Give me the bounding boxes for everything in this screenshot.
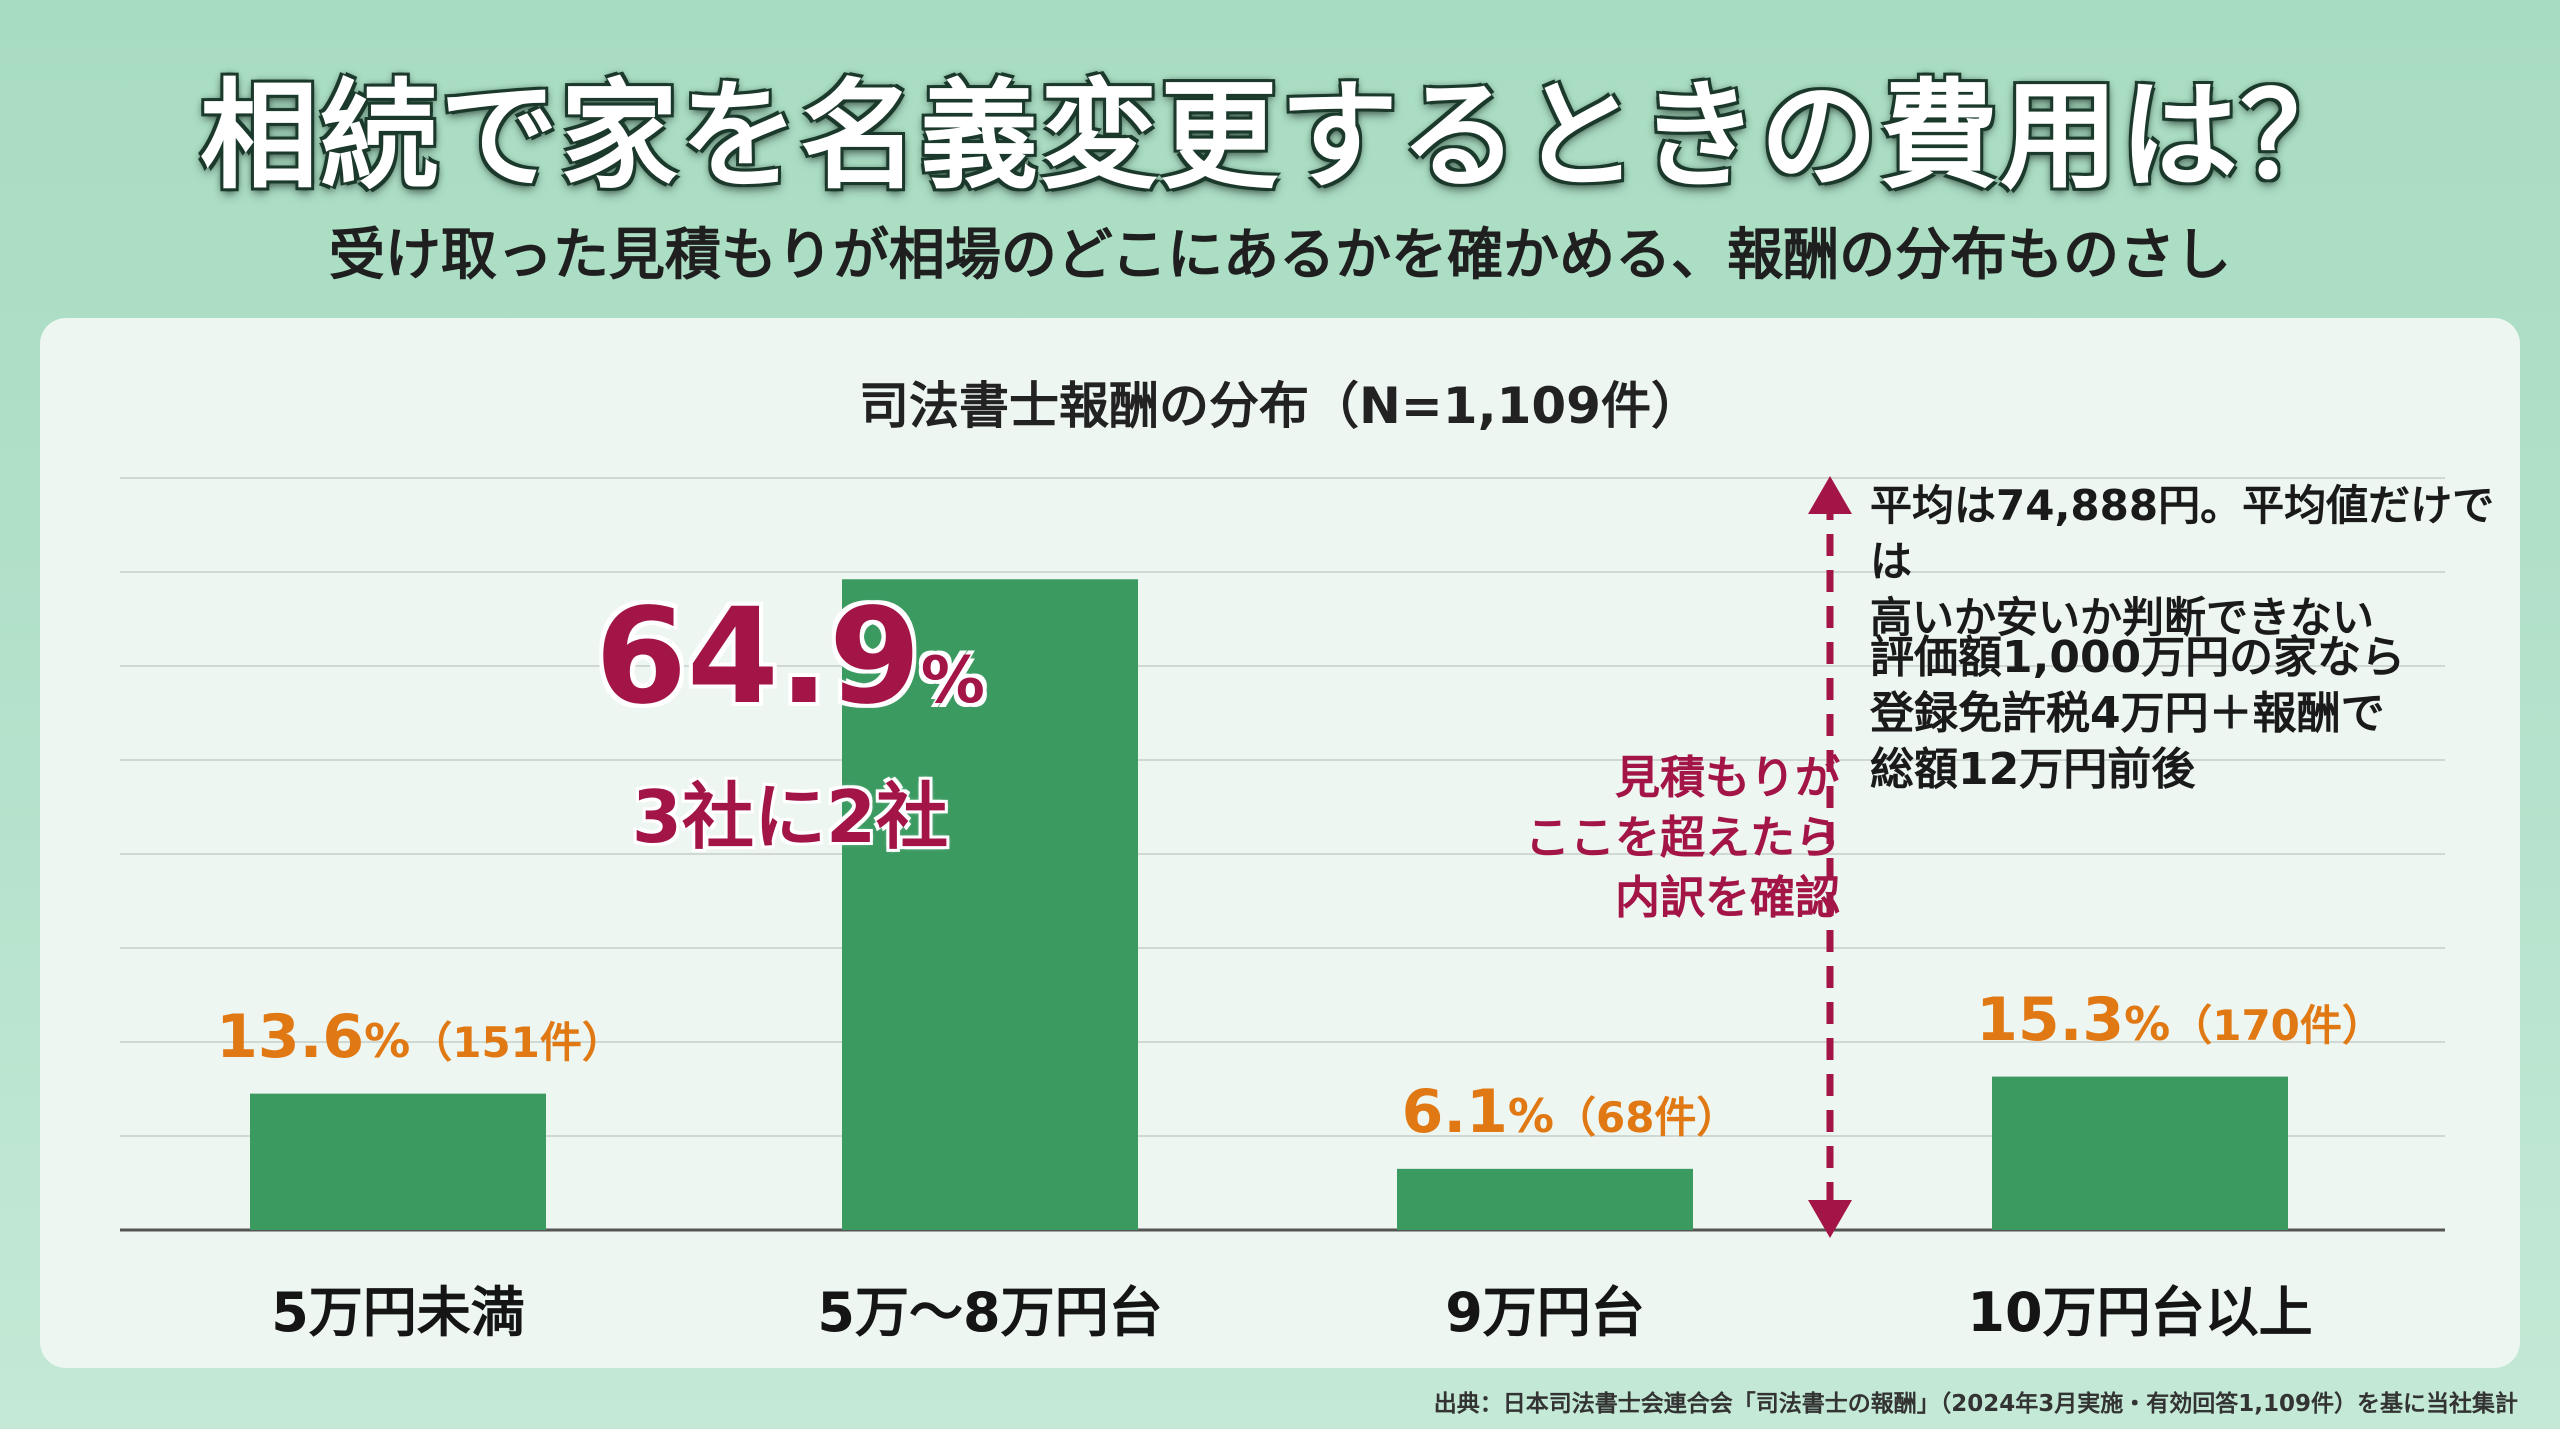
highlight-number: 64.9 <box>595 580 921 734</box>
data-label-0: 13.6%（151件） <box>216 1002 624 1072</box>
bar-2 <box>1397 1168 1693 1230</box>
bars <box>250 579 2288 1230</box>
category-label-1: 5万〜8万円台 <box>817 1281 1163 1344</box>
average-note-line-0: 平均は74,888円。平均値だけでは <box>1870 481 2495 586</box>
data-label-3: 15.3%（170件） <box>1976 985 2384 1055</box>
data-label-3-count: （170件） <box>2170 1000 2384 1050</box>
data-label-0-unit: % <box>364 1013 411 1068</box>
check-note-line-0: 見積もりが <box>1614 751 1840 804</box>
data-label-2-value: 6.1 <box>1401 1076 1508 1147</box>
highlight-value: 64.9% <box>580 580 1000 734</box>
category-label-3: 10万円台以上 <box>1967 1281 2313 1344</box>
data-label-3-unit: % <box>2124 996 2171 1051</box>
source-note: 出典：日本司法書士会連合会「司法書士の報酬」（2024年3月実施・有効回答1,1… <box>1433 1391 2518 1417</box>
data-label-0-value: 13.6 <box>216 1001 365 1072</box>
cost-note-line-2: 総額12万円前後 <box>1870 744 2196 795</box>
data-label-0-count: （151件） <box>410 1017 624 1067</box>
cost-note-line-0: 評価額1,000万円の家なら <box>1870 632 2406 683</box>
bar-chart <box>120 476 2445 1238</box>
chart-title: 司法書士報酬の分布（N=1,109件） <box>859 377 1701 435</box>
main-title: 相続で家を名義変更するときの費用は？ <box>199 67 2360 205</box>
bar-3 <box>1992 1076 2288 1230</box>
cost-note-line-1: 登録免許税4万円＋報酬で <box>1870 688 2385 739</box>
check-note: 見積もりが ここを超えたら 内訳を確認 <box>1380 748 1840 928</box>
category-label-0: 5万円未満 <box>271 1281 525 1344</box>
bar-0 <box>250 1093 546 1230</box>
arrow-up-icon <box>1808 476 1852 514</box>
cost-note: 評価額1,000万円の家なら 登録免許税4万円＋報酬で 総額12万円前後 <box>1870 630 2510 798</box>
data-label-2-unit: % <box>1507 1088 1554 1143</box>
average-note: 平均は74,888円。平均値だけでは 高いか安いか判断できない <box>1870 478 2510 646</box>
arrow-down-icon <box>1808 1200 1852 1238</box>
average-note-line-1: 高いか安いか判断できない <box>1870 593 2375 642</box>
highlight-note: 3社に2社 <box>631 775 949 859</box>
threshold-arrow <box>1808 476 1852 1238</box>
check-note-line-2: 内訳を確認 <box>1614 871 1840 924</box>
data-label-2-count: （68件） <box>1553 1092 1739 1142</box>
subtitle: 受け取った見積もりが相場のどこにあるかを確かめる、報酬の分布ものさし <box>328 223 2232 288</box>
data-label-3-value: 15.3 <box>1976 984 2125 1055</box>
bar-1 <box>842 579 1138 1230</box>
category-label-2: 9万円台 <box>1445 1281 1645 1344</box>
chart-panel: 司法書士報酬の分布（N=1,109件） 5万円未満 5万〜8万円台 9万円台 1… <box>40 318 2520 1368</box>
data-label-2: 6.1%（68件） <box>1402 1077 1739 1147</box>
check-note-line-1: ここを超えたら <box>1524 811 1840 864</box>
highlight-unit: % <box>920 644 985 718</box>
